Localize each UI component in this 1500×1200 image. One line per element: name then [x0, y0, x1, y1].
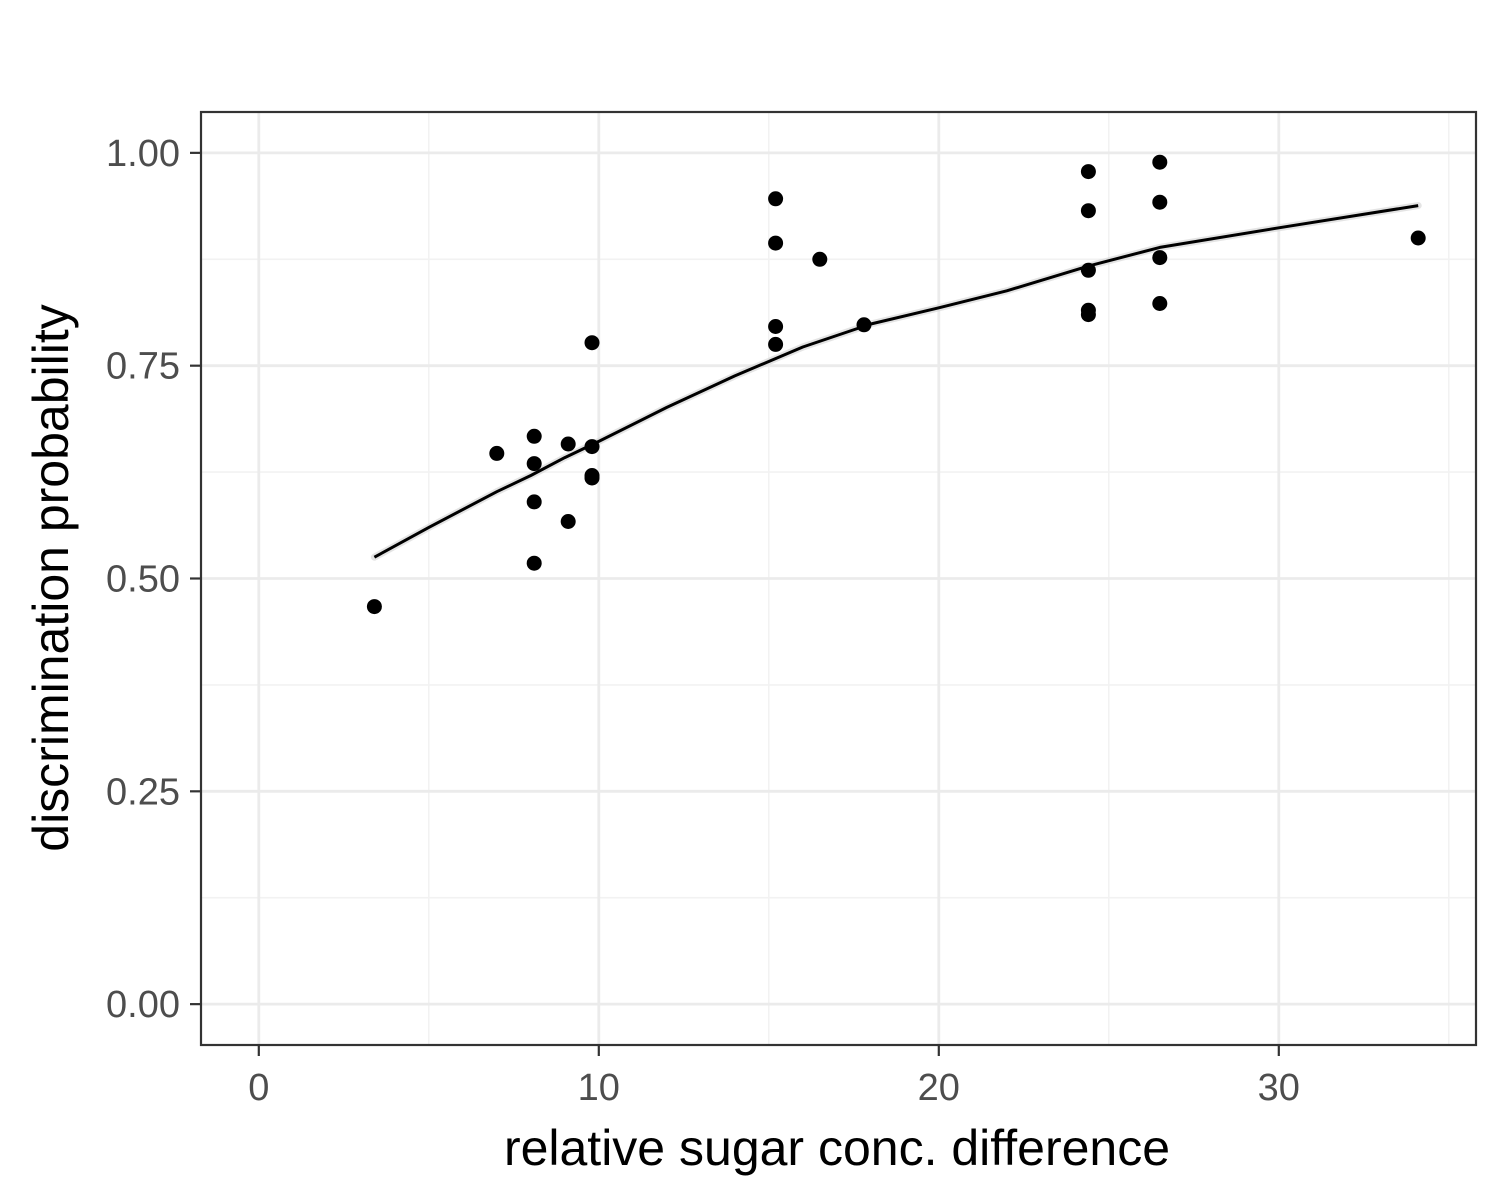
x-axis-title: relative sugar conc. difference	[504, 1120, 1170, 1176]
data-point	[768, 235, 784, 251]
data-point	[768, 319, 784, 334]
data-point	[560, 514, 576, 529]
minor-grid	[201, 112, 1476, 1045]
data-point	[768, 336, 784, 352]
data-point	[1080, 262, 1096, 278]
data-point	[526, 456, 542, 472]
x-tick-label: 30	[1258, 1067, 1300, 1109]
data-point	[1152, 250, 1168, 266]
data-point	[366, 599, 382, 615]
data-points	[366, 154, 1426, 615]
data-point	[526, 494, 542, 510]
y-tick-label: 0.00	[106, 984, 180, 1026]
x-tick-label: 10	[578, 1067, 620, 1109]
major-grid	[201, 112, 1476, 1045]
data-point	[584, 439, 600, 455]
data-point	[560, 436, 576, 452]
data-point	[1152, 154, 1168, 170]
y-tick-label: 0.75	[106, 346, 180, 388]
data-point	[812, 251, 828, 267]
data-point	[584, 470, 600, 486]
y-tick-label: 0.25	[106, 771, 180, 813]
x-tick-label: 20	[918, 1067, 960, 1109]
data-point	[526, 555, 542, 571]
data-point	[1410, 230, 1426, 246]
data-point	[1080, 203, 1096, 219]
data-point	[526, 428, 542, 444]
data-point	[768, 191, 784, 207]
fit-line	[373, 204, 1419, 559]
fit-line-layer	[373, 204, 1419, 559]
data-point	[1080, 164, 1096, 180]
x-tick-label: 0	[248, 1067, 269, 1109]
data-point	[1152, 296, 1168, 311]
y-axis-ticks: 0.00 0.25 0.50 0.75 1.00	[106, 133, 201, 1026]
y-tick-label: 0.50	[106, 559, 180, 601]
data-point	[856, 317, 872, 333]
data-point	[489, 445, 505, 461]
y-tick-label: 1.00	[106, 133, 180, 175]
data-point	[1152, 194, 1168, 210]
x-axis-ticks: 0 10 20 30	[248, 1045, 1300, 1109]
y-axis-title: discrimination probability	[23, 304, 79, 851]
data-point	[1080, 307, 1096, 323]
data-point	[584, 335, 600, 351]
